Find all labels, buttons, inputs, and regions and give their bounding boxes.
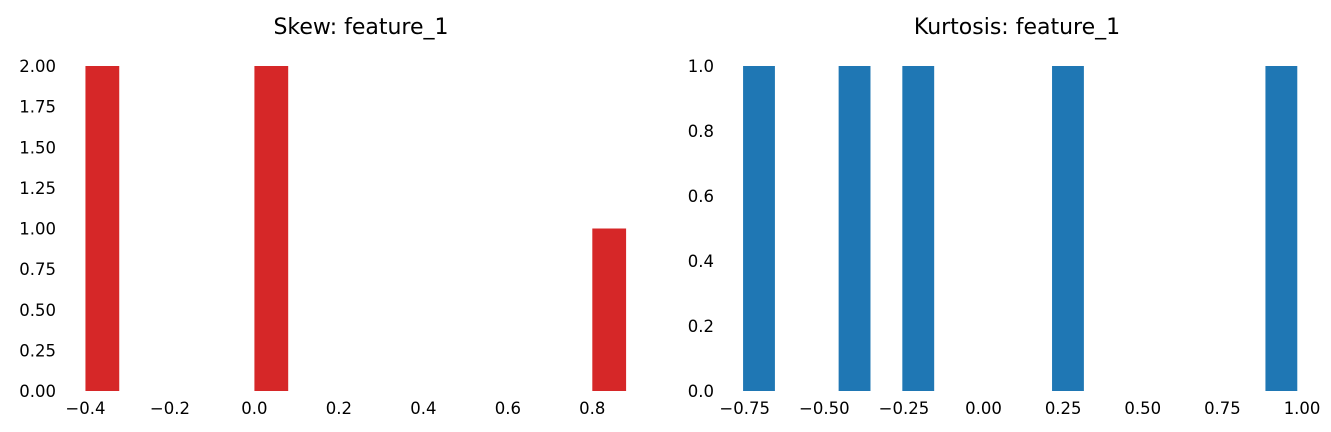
y-tick-label: 2.00	[19, 57, 56, 76]
y-tick-label: 1.0	[688, 57, 714, 76]
skew-chart-panel: Skew: feature_1 0.00 0.25 0.50 0.75 1.00 1.25…	[19, 15, 627, 418]
y-tick-label: 1.50	[19, 138, 56, 157]
x-tick-label: 0.4	[410, 399, 436, 418]
histogram-bar	[902, 66, 935, 391]
x-tick-label: 0.6	[495, 399, 521, 418]
x-axis-ticks: −0.75 −0.50 −0.25 0.00 0.25 0.50 0.75 1.00	[719, 399, 1320, 418]
histogram-bar	[1052, 66, 1084, 391]
x-tick-label: 1.00	[1284, 399, 1321, 418]
y-tick-label: 0.00	[19, 382, 56, 401]
histogram-bar	[838, 66, 871, 391]
y-tick-label: 1.75	[19, 98, 56, 117]
y-tick-label: 0.8	[688, 122, 714, 141]
x-axis-ticks: −0.4 −0.2 0.0 0.2 0.4 0.6 0.8	[65, 399, 605, 418]
y-tick-label: 0.4	[688, 252, 714, 271]
x-tick-label: 0.0	[241, 399, 267, 418]
bar-group	[85, 66, 627, 391]
histogram-bar	[592, 228, 627, 391]
histogram-bar	[1265, 66, 1298, 391]
x-tick-label: 0.2	[326, 399, 352, 418]
y-tick-label: 0.25	[19, 341, 56, 360]
y-tick-label: 0.2	[688, 317, 714, 336]
y-tick-label: 0.0	[688, 382, 714, 401]
bar-group	[743, 66, 1298, 391]
histogram-bar	[254, 66, 289, 391]
histogram-bar	[85, 66, 120, 391]
y-tick-label: 0.50	[19, 301, 56, 320]
chart-title: Kurtosis: feature_1	[914, 15, 1120, 40]
x-tick-label: 0.75	[1204, 399, 1241, 418]
histogram-bar	[743, 66, 775, 391]
y-axis-ticks: 0.0 0.2 0.4 0.6 0.8 1.0	[688, 57, 714, 401]
x-tick-label: −0.25	[879, 399, 930, 418]
chart-title: Skew: feature_1	[273, 15, 448, 40]
y-axis-ticks: 0.00 0.25 0.50 0.75 1.00 1.25 1.50 1.75 2.00	[19, 57, 56, 401]
x-tick-label: 0.50	[1124, 399, 1161, 418]
x-tick-label: 0.25	[1045, 399, 1082, 418]
y-tick-label: 1.25	[19, 179, 56, 198]
x-tick-label: 0.8	[579, 399, 605, 418]
x-tick-label: −0.2	[150, 399, 190, 418]
x-tick-label: −0.4	[65, 399, 105, 418]
y-tick-label: 1.00	[19, 220, 56, 239]
y-tick-label: 0.6	[688, 187, 714, 206]
x-tick-label: 0.00	[965, 399, 1002, 418]
kurtosis-chart-panel: Kurtosis: feature_1 0.0 0.2 0.4 0.6 0.8 1.0 −…	[688, 15, 1321, 418]
x-tick-label: −0.75	[719, 399, 770, 418]
x-tick-label: −0.50	[799, 399, 850, 418]
y-tick-label: 0.75	[19, 260, 56, 279]
